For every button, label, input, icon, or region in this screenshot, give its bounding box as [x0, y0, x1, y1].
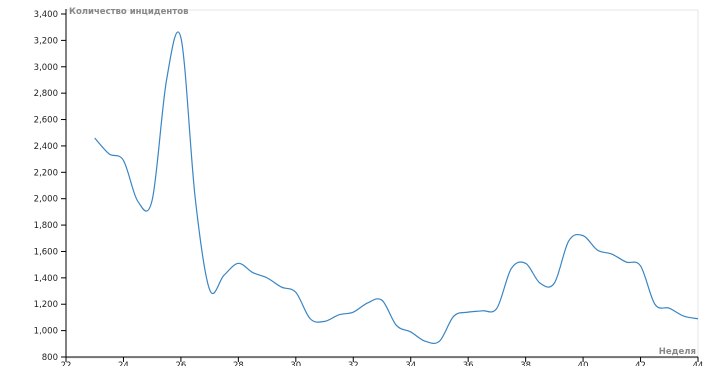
y-tick-label: 1,400: [34, 274, 58, 284]
y-tick-label: 1,000: [34, 327, 58, 337]
x-tick-label: 32: [348, 361, 359, 366]
y-tick-label: 2,600: [34, 116, 58, 126]
y-tick-label: 1,600: [34, 247, 58, 257]
x-tick-label: 44: [693, 361, 704, 366]
x-tick-label: 36: [463, 361, 474, 366]
y-tick-label: 2,800: [34, 89, 58, 99]
y-tick-label: 2,000: [34, 195, 58, 205]
x-tick-label: 38: [520, 361, 531, 366]
x-tick-label: 22: [61, 361, 72, 366]
y-tick-label: 1,200: [34, 300, 58, 310]
x-tick-label: 28: [233, 361, 244, 366]
plot-frame: [65, 9, 699, 359]
y-tick-label: 3,400: [34, 10, 58, 20]
x-tick-label: 40: [578, 361, 589, 366]
series-line-0: [94, 31, 699, 345]
y-tick-label: 3,000: [34, 63, 58, 73]
y-axis: 800 1,000 1,200 1,400 1,600 1,800 2,000 2,200 2,…: [34, 9, 67, 363]
x-tick-label: 34: [405, 361, 416, 366]
y-tick-label: 3,200: [34, 36, 58, 46]
y-axis-title: Количество инцидентов: [69, 7, 188, 17]
x-axis-title: Неделя: [659, 347, 696, 357]
x-tick-label: 24: [118, 361, 129, 366]
series-layer: [94, 31, 699, 345]
x-tick-label: 30: [290, 361, 301, 366]
x-tick-label: 26: [175, 361, 186, 366]
y-tick-label: 1,800: [34, 221, 58, 231]
x-tick-label: 42: [635, 361, 646, 366]
y-tick-label: 2,200: [34, 168, 58, 178]
y-tick-label: 800: [42, 353, 58, 363]
y-tick-label: 2,400: [34, 142, 58, 152]
